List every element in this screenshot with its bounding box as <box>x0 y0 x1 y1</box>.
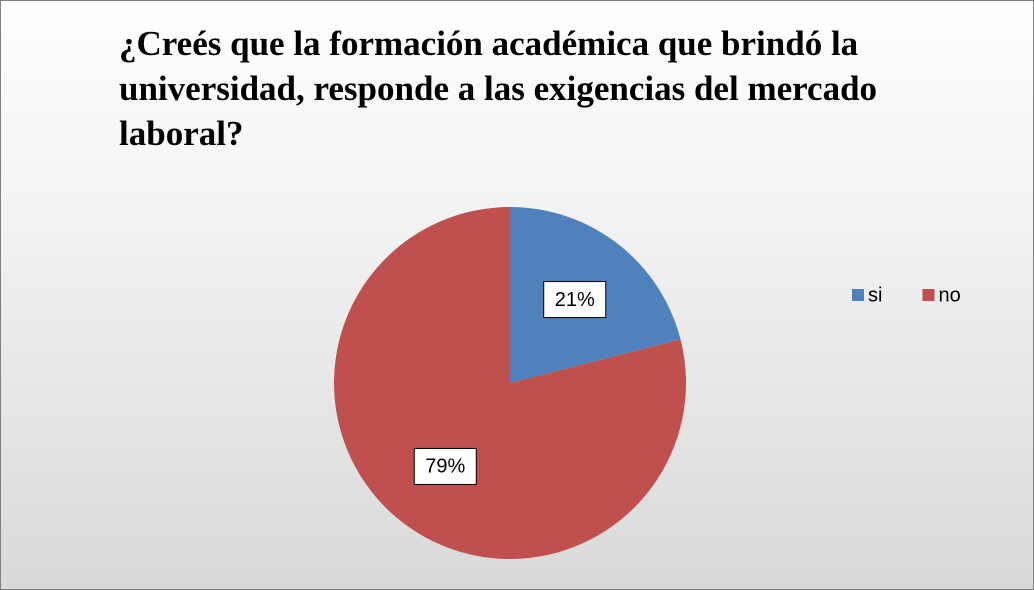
chart-title: ¿Creés que la formación académica que br… <box>119 24 878 153</box>
legend-label: no <box>938 284 960 306</box>
data-label-box <box>413 447 477 485</box>
data-label-box <box>543 281 607 319</box>
legend-swatch <box>922 289 935 301</box>
data-label: 21% <box>555 289 595 311</box>
legend-swatch <box>852 289 864 301</box>
data-label: 79% <box>425 456 465 478</box>
legend-label: si <box>868 284 882 306</box>
